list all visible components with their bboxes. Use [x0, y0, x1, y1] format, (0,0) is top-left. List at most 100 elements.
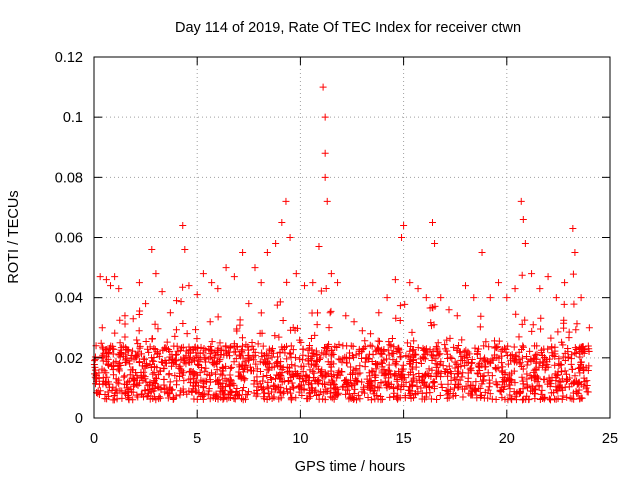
data-point [371, 371, 379, 379]
tick-labels-layer: 0 5 10 15 20 25 0 0.02 0.04 0.06 0.08 0.1 0.12 [55, 50, 618, 447]
data-point [161, 385, 169, 393]
data-point [539, 359, 547, 367]
data-point [425, 365, 433, 373]
data-point [506, 391, 514, 399]
data-point [429, 347, 437, 355]
data-point [202, 354, 210, 362]
data-point [253, 365, 261, 373]
data-point [473, 394, 481, 402]
data-point [315, 243, 323, 251]
data-point [241, 395, 249, 403]
data-point [239, 362, 247, 370]
data-point [493, 381, 501, 389]
data-point [518, 354, 526, 362]
data-point [344, 378, 352, 386]
data-point [311, 388, 319, 396]
data-point [510, 356, 518, 364]
data-point [523, 352, 531, 360]
data-point [321, 173, 329, 181]
data-point [367, 396, 375, 404]
data-point [230, 395, 238, 403]
data-point [235, 391, 243, 399]
data-point [284, 377, 292, 385]
data-point [417, 359, 425, 367]
data-point [308, 346, 316, 354]
data-point [365, 350, 373, 358]
data-point [127, 385, 135, 393]
data-point [368, 367, 376, 375]
x-tick-label: 10 [292, 431, 308, 447]
data-point [583, 381, 591, 389]
data-point [548, 343, 556, 351]
data-point [551, 343, 559, 351]
data-point [331, 392, 339, 400]
data-point [297, 338, 305, 346]
data-point [515, 333, 523, 341]
data-point [378, 395, 386, 403]
data-point [173, 297, 181, 305]
data-point [220, 393, 228, 401]
data-point [475, 345, 483, 353]
data-point [254, 340, 262, 348]
data-point [116, 316, 124, 324]
data-point [371, 387, 379, 395]
data-point [179, 320, 187, 328]
data-point [420, 378, 428, 386]
data-point [170, 342, 178, 350]
data-point [310, 369, 318, 377]
data-point [367, 330, 375, 338]
data-point [165, 370, 173, 378]
data-point [230, 358, 238, 366]
data-point [219, 379, 227, 387]
data-point [129, 347, 137, 355]
data-point [452, 375, 460, 383]
data-point [145, 348, 153, 356]
data-point [205, 355, 213, 363]
data-point [277, 372, 285, 380]
data-point [396, 302, 404, 310]
data-point [535, 363, 543, 371]
data-point [526, 347, 534, 355]
data-point [450, 343, 458, 351]
data-point [445, 362, 453, 370]
data-point [253, 373, 261, 381]
data-point [428, 366, 436, 374]
data-point [519, 396, 527, 404]
data-point [444, 368, 452, 376]
data-point [496, 386, 504, 394]
data-point [201, 367, 209, 375]
y-tick-label: 0.02 [55, 351, 83, 367]
data-point [411, 351, 419, 359]
data-point [437, 380, 445, 388]
data-point [287, 394, 295, 402]
data-point [291, 362, 299, 370]
data-point [351, 375, 359, 383]
data-point [394, 392, 402, 400]
data-point [202, 346, 210, 354]
data-point [456, 348, 464, 356]
data-point [352, 351, 360, 359]
data-point [222, 264, 230, 272]
data-point [444, 380, 452, 388]
data-point [407, 343, 415, 351]
data-point [537, 390, 545, 398]
data-point [158, 359, 166, 367]
data-point [226, 371, 234, 379]
data-point [531, 351, 539, 359]
data-point [154, 350, 162, 358]
data-point [209, 359, 217, 367]
data-point [309, 367, 317, 375]
data-point [327, 270, 335, 278]
data-point [355, 350, 363, 358]
data-point [288, 379, 296, 387]
data-point [193, 291, 201, 299]
data-point [528, 327, 536, 335]
data-point [214, 285, 222, 293]
y-tick-label: 0 [75, 411, 83, 427]
data-point [266, 374, 274, 382]
data-point [214, 313, 222, 321]
data-point [261, 389, 269, 397]
data-point [519, 385, 527, 393]
data-point [152, 396, 160, 404]
data-point [386, 393, 394, 401]
